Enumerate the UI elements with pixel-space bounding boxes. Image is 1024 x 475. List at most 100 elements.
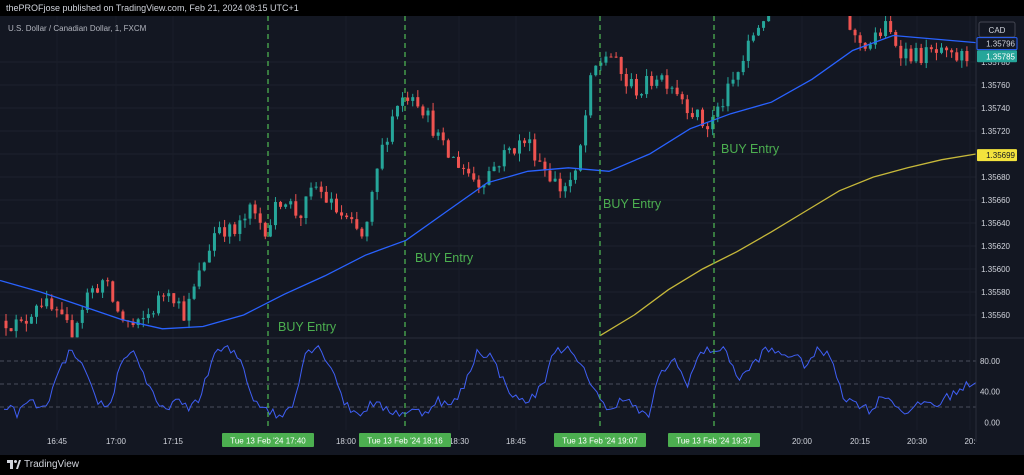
candle-body	[395, 105, 399, 117]
candle-body	[80, 309, 84, 323]
candle-body	[914, 47, 918, 62]
price-tick-label: 1.35580	[981, 288, 1010, 297]
time-tick-label: 16:45	[47, 437, 68, 446]
candle-body	[60, 309, 64, 315]
candle	[101, 278, 105, 299]
candle	[568, 172, 572, 193]
ema-slow-line	[599, 153, 977, 337]
candle-body	[192, 286, 196, 299]
candle	[284, 203, 288, 209]
candle	[934, 42, 938, 61]
candle	[904, 42, 908, 66]
candle	[528, 131, 532, 152]
candle-body	[701, 109, 705, 127]
candle-body	[248, 204, 252, 219]
candle-body	[853, 29, 857, 36]
candle	[680, 91, 684, 105]
candle-body	[711, 116, 715, 130]
candle	[96, 283, 100, 294]
candle	[939, 43, 943, 55]
time-highlight-bg	[222, 433, 314, 447]
candle	[573, 169, 577, 184]
candle	[197, 262, 201, 290]
candle-body	[228, 224, 232, 237]
candle	[29, 314, 33, 324]
candle-body	[680, 94, 684, 100]
candle	[736, 71, 740, 87]
annotations-layer: BUY Entry BUY Entry BUY Entry BUY Entry	[278, 142, 780, 334]
candle	[146, 308, 150, 324]
candle	[421, 104, 425, 119]
candle-body	[950, 50, 954, 53]
candle	[202, 261, 206, 272]
candle	[162, 293, 166, 302]
candle	[645, 69, 649, 98]
ema-fast-price-label-bg	[976, 37, 1018, 51]
candle	[563, 182, 567, 198]
candle-body	[762, 21, 766, 28]
oscillator-tick-label: 80.00	[980, 357, 1001, 366]
candle	[167, 289, 171, 302]
candle	[411, 93, 415, 107]
candle-body	[716, 106, 720, 117]
tradingview-logo-icon[interactable]	[7, 459, 21, 471]
candle	[502, 144, 506, 172]
ema-fast-price-label: 1.35796	[976, 37, 1018, 51]
candle-body	[334, 198, 338, 213]
candle	[19, 316, 23, 323]
candle-body	[314, 186, 318, 188]
candle-body	[441, 132, 445, 141]
candle-body	[131, 321, 135, 326]
candle-body	[35, 305, 39, 317]
candle-body	[324, 191, 328, 203]
time-highlight-badge: Tue 13 Feb '24 17:40	[222, 433, 314, 447]
candle-body	[45, 298, 49, 307]
candle	[182, 295, 186, 322]
candle-body	[380, 144, 384, 169]
candle-body	[345, 215, 349, 218]
candle-body	[518, 140, 522, 154]
candle	[767, 16, 771, 22]
ema-fast-price-label-text: 1.35796	[986, 40, 1015, 49]
buy-entry-annotation: BUY Entry	[603, 197, 662, 211]
candle	[660, 73, 664, 82]
price-tick-label: 1.35780	[981, 58, 1010, 67]
candle-body	[538, 160, 542, 162]
candle-body	[665, 75, 669, 89]
time-tick-label: 20:00	[792, 437, 813, 446]
candle	[945, 46, 949, 58]
candle	[711, 109, 715, 136]
candle	[212, 226, 216, 257]
candle-body	[151, 313, 155, 315]
candle	[456, 151, 460, 169]
candle-body	[299, 215, 303, 219]
symbol-title: U.S. Dollar / Canadian Dollar, 1, FXCM	[8, 24, 147, 33]
candle	[4, 314, 8, 336]
candle-body	[731, 79, 735, 84]
candle	[762, 20, 766, 31]
candle	[594, 65, 598, 77]
tradingview-brand[interactable]: TradingView	[24, 459, 80, 470]
candle-body	[721, 106, 725, 108]
candle	[619, 56, 623, 81]
candle-body	[512, 148, 516, 154]
oscillator-line	[3, 344, 977, 420]
candle-body	[472, 173, 476, 180]
candle-body	[589, 75, 593, 116]
candle	[492, 161, 496, 172]
candle	[960, 48, 964, 68]
candle	[90, 285, 94, 299]
candle-body	[685, 99, 689, 114]
candle-body	[456, 156, 460, 168]
candle-body	[370, 191, 374, 222]
candle	[294, 194, 298, 219]
candle-body	[238, 220, 242, 234]
time-tick-label: 17:15	[163, 437, 184, 446]
candle-body	[482, 184, 486, 188]
candle	[477, 175, 481, 194]
candle	[507, 146, 511, 154]
candle-body	[172, 293, 176, 304]
candle-body	[868, 44, 872, 49]
candle-body	[360, 228, 364, 237]
